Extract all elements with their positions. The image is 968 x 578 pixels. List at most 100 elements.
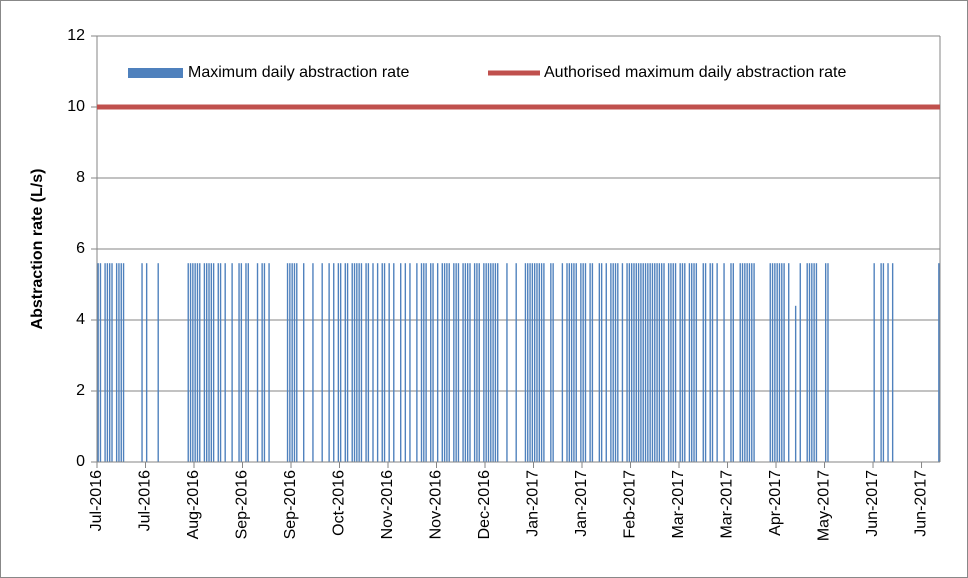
bar — [416, 263, 418, 462]
x-tick-label: Nov-2016 — [428, 470, 445, 539]
bar — [568, 263, 571, 462]
bar — [667, 263, 670, 462]
bar — [192, 263, 194, 462]
bar — [794, 305, 797, 462]
bar — [573, 263, 575, 462]
bar — [598, 263, 601, 462]
bar — [684, 263, 686, 462]
bar — [99, 263, 102, 462]
x-tick-label: Jul-2016 — [137, 470, 154, 531]
bar — [328, 263, 330, 462]
bar — [570, 263, 573, 462]
bar — [420, 263, 423, 462]
bar — [723, 263, 725, 462]
bar — [584, 263, 587, 462]
x-tick-label: Sep-2016 — [282, 470, 299, 539]
bar — [109, 263, 111, 462]
bar — [630, 263, 633, 462]
bar — [529, 263, 531, 462]
bar — [873, 263, 875, 462]
bar — [799, 263, 801, 462]
bar — [476, 263, 478, 462]
bar — [400, 263, 402, 462]
legend-label: Authorised maximum daily abstraction rat… — [544, 64, 846, 81]
bar — [187, 263, 189, 462]
bar — [453, 263, 455, 462]
bar — [739, 263, 741, 462]
bar — [430, 263, 432, 462]
x-tick-label: Dec-2016 — [476, 470, 493, 539]
bar — [432, 263, 434, 462]
y-axis-title: Abstraction rate (L/s) — [29, 169, 46, 330]
x-tick-label: Jul-2016 — [88, 470, 105, 531]
bar — [827, 263, 829, 462]
x-tick-label: Jun-2017 — [864, 470, 881, 537]
bar — [654, 263, 656, 462]
bar — [199, 263, 201, 462]
bar — [446, 263, 448, 462]
bar — [206, 263, 208, 462]
bar — [531, 263, 534, 462]
bar — [210, 263, 213, 462]
bar — [695, 263, 698, 462]
bar — [97, 263, 99, 462]
bar — [730, 263, 732, 462]
bar — [691, 263, 693, 462]
bar — [644, 263, 647, 462]
bar — [219, 263, 222, 462]
bar — [612, 263, 614, 462]
bar — [614, 263, 617, 462]
bar — [536, 263, 538, 462]
bar — [633, 263, 635, 462]
bar — [621, 263, 624, 462]
legend-label: Maximum daily abstraction rate — [188, 64, 410, 81]
bar — [626, 263, 628, 462]
bar — [118, 263, 120, 462]
bar — [688, 263, 691, 462]
y-tick-label: 6 — [76, 240, 85, 257]
x-tick-label: Feb-2017 — [622, 470, 639, 539]
bar — [732, 263, 734, 462]
bar — [245, 263, 247, 462]
bar — [561, 263, 564, 462]
bar — [788, 263, 790, 462]
bar — [693, 263, 695, 462]
bar — [478, 263, 480, 462]
bar — [628, 263, 631, 462]
bar — [487, 263, 490, 462]
bar — [388, 263, 390, 462]
bar — [497, 263, 499, 462]
bar — [550, 263, 552, 462]
bar — [681, 263, 684, 462]
bar — [527, 263, 529, 462]
y-tick-label: 4 — [76, 311, 85, 328]
bar — [637, 263, 640, 462]
bar — [286, 263, 289, 462]
bar — [293, 263, 296, 462]
bar — [263, 263, 266, 462]
bar — [880, 263, 882, 462]
bar — [464, 263, 467, 462]
x-tick-label: Mar-2017 — [719, 470, 736, 539]
bar — [441, 263, 443, 462]
bar — [473, 263, 476, 462]
y-tick-label: 2 — [76, 382, 85, 399]
bar — [212, 263, 215, 462]
bar — [552, 263, 554, 462]
x-tick-label: Apr-2017 — [767, 470, 784, 536]
bar — [771, 263, 774, 462]
bar — [240, 263, 243, 462]
bar — [247, 263, 249, 462]
bar — [753, 263, 755, 462]
bar — [425, 263, 427, 462]
bar — [663, 263, 665, 462]
bar — [337, 263, 340, 462]
bar — [538, 263, 540, 462]
bar — [376, 263, 379, 462]
bar — [605, 263, 607, 462]
bar — [746, 263, 748, 462]
bar — [483, 263, 485, 462]
x-tick-label: Oct-2016 — [331, 470, 348, 536]
bar — [533, 263, 536, 462]
